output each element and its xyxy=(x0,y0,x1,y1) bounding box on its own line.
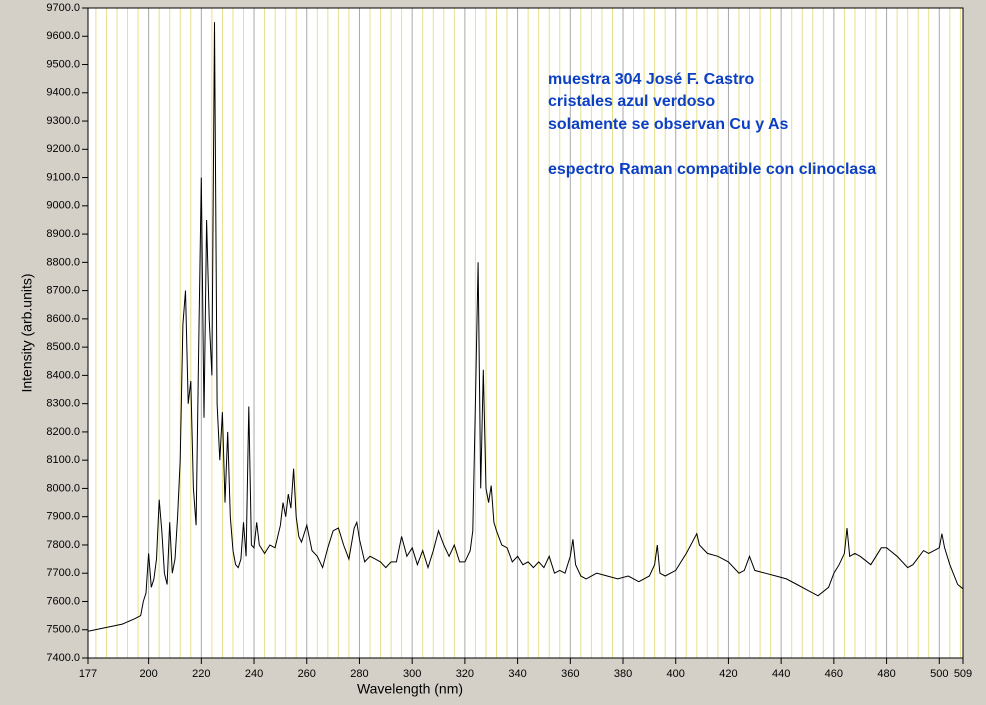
y-tick-label: 7800.0 xyxy=(46,539,80,551)
y-tick-label: 9500.0 xyxy=(46,58,80,70)
x-tick-label: 420 xyxy=(719,668,737,680)
y-tick-label: 9000.0 xyxy=(46,200,80,212)
y-tick-label: 9600.0 xyxy=(46,30,80,42)
x-tick-label: 300 xyxy=(403,668,421,680)
y-tick-label: 8500.0 xyxy=(46,341,80,353)
x-tick-label: 480 xyxy=(877,668,895,680)
plot-area xyxy=(88,8,963,658)
x-tick-label: 280 xyxy=(350,668,368,680)
x-tick-label: 509 xyxy=(954,668,972,680)
x-axis-label: Wavelength (nm) xyxy=(357,681,463,697)
y-tick-label: 8600.0 xyxy=(46,313,80,325)
x-tick-label: 320 xyxy=(456,668,474,680)
y-tick-label: 8900.0 xyxy=(46,228,80,240)
y-tick-label: 8200.0 xyxy=(46,426,80,438)
y-tick-label: 8800.0 xyxy=(46,256,80,268)
x-tick-label: 440 xyxy=(772,668,790,680)
spectrum-line xyxy=(87,22,964,632)
y-tick-label: 7400.0 xyxy=(46,652,80,664)
annotation: solamente se observan Cu y As xyxy=(548,116,788,133)
y-tick-label: 7600.0 xyxy=(46,595,80,607)
y-tick-label: 7900.0 xyxy=(46,511,80,523)
annotation: muestra 304 José F. Castro xyxy=(548,71,755,88)
x-tick-label: 400 xyxy=(667,668,685,680)
y-tick-label: 8300.0 xyxy=(46,398,80,410)
annotation: espectro Raman compatible con clinoclasa xyxy=(548,161,876,178)
x-tick-label: 200 xyxy=(139,668,157,680)
y-tick-label: 9400.0 xyxy=(46,87,80,99)
x-tick-label: 380 xyxy=(614,668,632,680)
x-tick-label: 240 xyxy=(245,668,263,680)
y-tick-label: 7700.0 xyxy=(46,567,80,579)
y-tick-label: 8700.0 xyxy=(46,285,80,297)
plot-border xyxy=(87,7,964,659)
x-tick-label: 360 xyxy=(561,668,579,680)
x-tick-label: 260 xyxy=(298,668,316,680)
x-tick-label: 500 xyxy=(930,668,948,680)
y-tick-label: 8000.0 xyxy=(46,482,80,494)
x-tick-label: 460 xyxy=(825,668,843,680)
y-tick-label: 8100.0 xyxy=(46,454,80,466)
y-tick-label: 7500.0 xyxy=(46,624,80,636)
y-axis-label: Intensity (arb.units) xyxy=(19,273,35,392)
y-tick-label: 9700.0 xyxy=(46,2,80,14)
x-tick-label: 340 xyxy=(508,668,526,680)
x-tick-label: 220 xyxy=(192,668,210,680)
y-tick-label: 9300.0 xyxy=(46,115,80,127)
annotation: cristales azul verdoso xyxy=(548,93,715,110)
x-tick-label: 177 xyxy=(79,668,97,680)
y-tick-label: 9200.0 xyxy=(46,143,80,155)
y-tick-label: 8400.0 xyxy=(46,369,80,381)
y-tick-label: 9100.0 xyxy=(46,171,80,183)
